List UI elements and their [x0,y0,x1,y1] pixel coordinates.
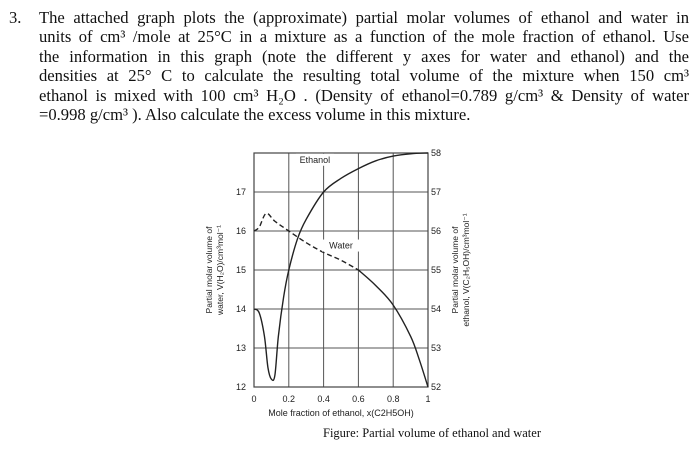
x-tick-label: 1 [425,394,430,404]
y-left-tick-label: 12 [236,382,246,392]
problem-line: units of cm³ /mole at 25°C in a mixture … [39,27,689,47]
water-continued-curve [357,269,429,388]
problem-line: densities at 25° C to calculate the resu… [39,66,689,86]
figure-caption: Figure: Partial volume of ethanol and wa… [323,426,541,440]
x-tick-label: 0.4 [317,394,330,404]
y-right-axis-label: Partial molar volume ofethanol, V(C₂H₅OH… [450,213,471,326]
plot-frame [253,152,429,388]
y-left-tick-label: 16 [236,226,246,236]
ethanol-curve [253,152,429,382]
y-right-tick-label: 56 [431,226,441,236]
problem-body: The attached graph plots the (approximat… [39,8,689,124]
water-curve [253,212,359,271]
y-right-tick-label: 53 [431,343,441,353]
y-right-tick-label: 55 [431,265,441,275]
y-left-tick-label: 15 [236,265,246,275]
y-left-tick-label: 13 [236,343,246,353]
x-tick-label: 0.8 [387,394,400,404]
y-left-tick-label: 17 [236,187,246,197]
problem-line: =0.998 g/cm³ ). Also calculate the exces… [39,105,471,125]
problem-statement: 3. The attached graph plots the (approxi… [9,8,689,124]
y-left-tick-label: 14 [236,304,246,314]
annotation-bg [295,153,334,166]
x-tick-label: 0.6 [352,394,365,404]
curve-label-ethanol: Ethanol [300,155,331,165]
y-left-axis-label: Partial molar volume ofwater, V(H₂O)/cm³… [204,225,225,316]
y-right-tick-label: 54 [431,304,441,314]
problem-line: the information in this graph (note the … [39,46,689,66]
x-axis-label: Mole fraction of ethanol, x(C2H5OH) [268,408,414,418]
x-tick-label: 0 [251,394,256,404]
y-right-tick-label: 58 [431,148,441,158]
y-right-tick-label: 52 [431,382,441,392]
curve-label-water: Water [329,241,353,251]
problem-line: The attached graph plots the (approximat… [39,8,689,27]
x-tick-label: 0.2 [283,394,296,404]
annotation-bg [322,239,360,252]
y-right-tick-label: 57 [431,187,441,197]
problem-number: 3. [9,8,22,27]
problem-line: ethanol is mixed with 100 cm³ H₂O . (Den… [39,85,689,105]
